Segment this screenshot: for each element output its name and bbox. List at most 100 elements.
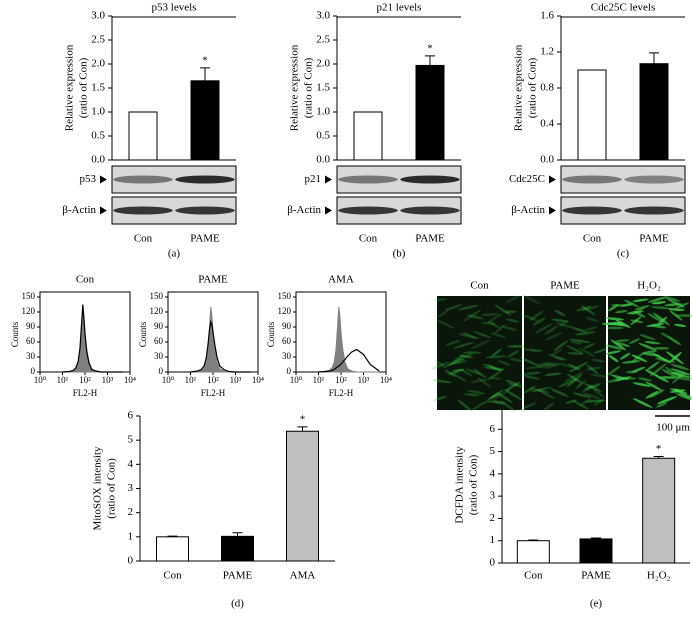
cell — [523, 375, 540, 380]
cell — [507, 344, 529, 348]
cell — [521, 294, 541, 304]
y-tick-label: 3 — [128, 482, 134, 494]
chart-title: PAME — [198, 274, 228, 286]
cell — [529, 310, 544, 321]
cell — [462, 309, 482, 322]
y-axis-label: (ratio of Con) — [106, 458, 118, 519]
cell — [614, 339, 630, 343]
cell — [519, 402, 537, 411]
cell — [494, 304, 512, 316]
cell — [645, 391, 659, 399]
cell — [535, 363, 558, 367]
cell — [610, 339, 627, 351]
x-tick-label: H₂O₂ — [647, 570, 671, 582]
histogram-area — [62, 306, 124, 373]
panel-label: (d) — [231, 598, 244, 610]
cell — [497, 392, 513, 404]
micrograph-label: H₂O₂ — [637, 280, 661, 292]
cell — [564, 372, 584, 382]
cell — [645, 381, 662, 391]
cell — [670, 364, 689, 371]
blot-arrow — [325, 175, 332, 184]
cell — [471, 401, 485, 411]
cell — [634, 305, 650, 311]
cell — [448, 354, 465, 366]
cell — [631, 366, 646, 373]
significance-mark: * — [300, 413, 306, 425]
cell — [584, 383, 601, 391]
x-tick-label: 10⁰ — [162, 375, 175, 385]
cell — [500, 400, 516, 413]
cell — [558, 319, 569, 328]
y-axis-label: Counts — [138, 321, 148, 347]
y-tick-label: 60 — [282, 336, 292, 346]
cell — [494, 324, 506, 334]
cell — [670, 375, 691, 381]
y-tick-label: 90 — [282, 321, 292, 331]
x-axis-label: FL2-H — [329, 388, 354, 398]
cell — [590, 373, 611, 378]
y-tick-label: 30 — [26, 351, 36, 361]
cell — [545, 332, 563, 341]
cell — [637, 377, 653, 382]
y-tick-label: 0 — [287, 366, 292, 376]
cell — [454, 353, 473, 362]
significance-mark: * — [202, 54, 208, 66]
cell — [530, 349, 543, 352]
y-tick-label: 120 — [150, 306, 164, 316]
x-axis-label: FL2-H — [201, 388, 226, 398]
cell — [483, 366, 505, 371]
cell — [644, 369, 659, 377]
x-axis-label: FL2-H — [73, 388, 98, 398]
cell — [482, 363, 503, 371]
cell — [630, 319, 644, 324]
cell — [671, 372, 684, 378]
y-tick-label: 2.0 — [91, 58, 105, 70]
cell — [522, 385, 536, 394]
y-tick-label: 3 — [490, 490, 496, 502]
blot-band — [624, 175, 684, 184]
cell — [544, 325, 558, 335]
y-tick-label: 1 — [128, 530, 134, 542]
error-bar — [297, 426, 308, 432]
cell — [554, 356, 568, 361]
x-tick-label: Con — [524, 570, 543, 582]
cell — [574, 331, 596, 336]
bar — [577, 69, 607, 161]
cell — [648, 296, 667, 303]
y-tick-label: 60 — [26, 336, 36, 346]
cell — [487, 313, 504, 323]
y-tick-label: 60 — [154, 336, 164, 346]
cell — [497, 360, 511, 366]
x-tick-label: Con — [163, 570, 182, 582]
cell — [485, 355, 507, 359]
blot-band — [400, 206, 460, 215]
y-axis-label: MitoSOX intensity — [92, 446, 104, 531]
cell — [520, 357, 538, 366]
y-tick-label: 2.0 — [316, 58, 330, 70]
x-tick-label: 10³ — [230, 375, 242, 385]
y-tick-label: 1.2 — [540, 46, 554, 58]
cell — [585, 399, 606, 403]
histogram-area — [318, 306, 380, 373]
cell — [673, 371, 692, 379]
cell — [631, 354, 648, 363]
histogram-line — [190, 319, 252, 373]
cell — [535, 365, 552, 369]
cell — [490, 332, 506, 338]
micrograph — [524, 296, 606, 410]
cell — [525, 365, 543, 370]
x-tick-label: 10² — [335, 375, 347, 385]
cell — [553, 340, 569, 352]
cell — [488, 368, 504, 380]
cell — [437, 309, 449, 318]
cell — [591, 358, 606, 363]
y-tick-label: 3.0 — [316, 10, 330, 22]
y-axis-label: Relative expression — [289, 44, 301, 131]
x-tick-label: 10⁴ — [252, 375, 264, 385]
cell — [650, 389, 665, 398]
cell — [615, 342, 631, 347]
cell — [491, 399, 505, 406]
cell — [460, 369, 473, 377]
cell — [555, 322, 575, 329]
